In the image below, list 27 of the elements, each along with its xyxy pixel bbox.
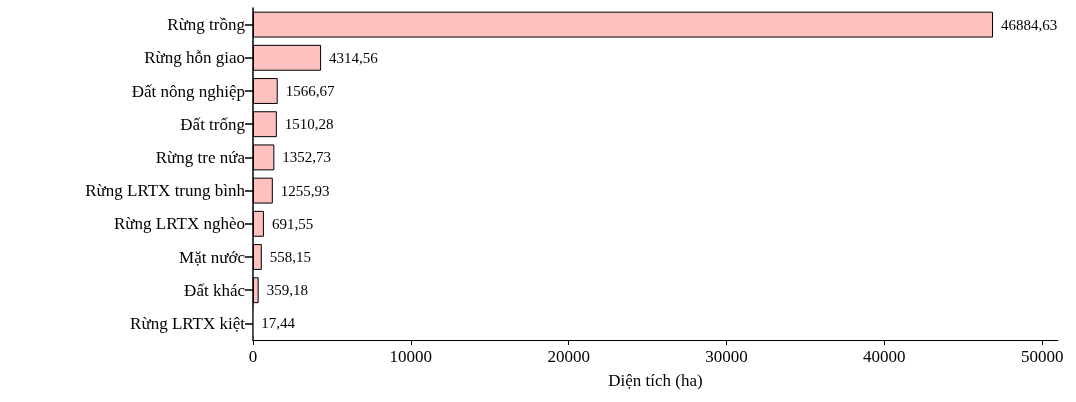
y-tick-label: Rừng LRTX trung bình: [85, 181, 246, 201]
y-tick-label: Rừng LRTX kiệt: [130, 313, 246, 333]
x-tick-label: 0: [248, 347, 258, 366]
y-tick-label: Rừng hỗn giao: [144, 48, 245, 68]
data-label: 4314,56: [329, 49, 379, 66]
x-tick-label: 10000: [389, 347, 433, 366]
y-tick-label: Đất trống: [180, 114, 246, 134]
data-label: 1352,73: [282, 149, 332, 166]
y-tick-label: Rừng tre nứa: [155, 147, 246, 167]
data-label: 359,18: [266, 282, 308, 299]
data-label: 691,55: [271, 215, 314, 232]
x-tick-label: 20000: [547, 347, 590, 366]
x-axis-title: Diện tích (ha): [608, 371, 703, 390]
x-tick-label: 40000: [863, 347, 906, 366]
y-tick-label: Rừng trồng: [167, 15, 246, 35]
data-label: 17,44: [261, 315, 296, 332]
data-label: 558,15: [269, 249, 312, 265]
y-tick-label: Mặt nước: [179, 247, 246, 267]
data-label: 1566,67: [285, 83, 335, 99]
x-tick-label: 30000: [705, 347, 748, 366]
x-tick-label: 50000: [1020, 347, 1064, 366]
data-label: 1255,93: [280, 182, 330, 199]
data-label: 46884,63: [1001, 16, 1058, 33]
y-tick-label: Rừng LRTX nghèo: [114, 214, 245, 234]
y-tick-label: Đất nông nghiệp: [131, 81, 245, 101]
y-tick-label: Đất khác: [184, 280, 246, 300]
data-label: 1510,28: [284, 116, 334, 133]
